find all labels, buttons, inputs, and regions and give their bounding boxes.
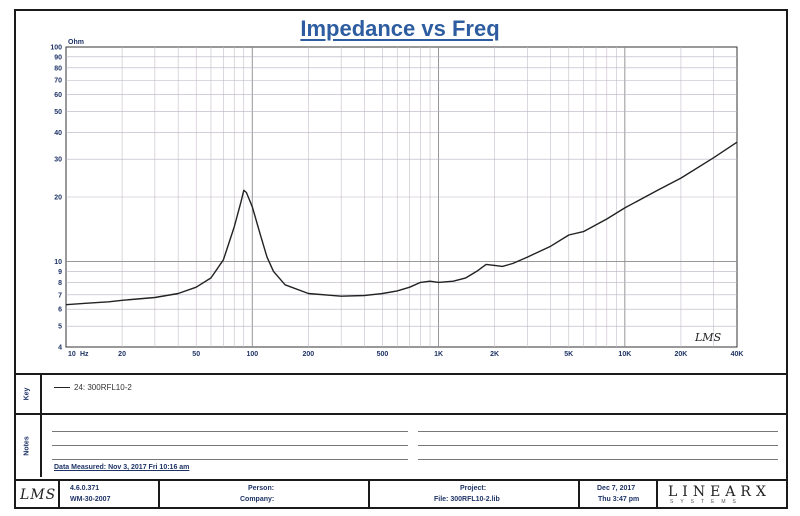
notes-side: Notes [14,415,42,477]
x-tick-label: 50 [192,351,200,358]
y-tick-label: 5 [58,324,62,331]
version-text: 4.6.0.371 [70,485,100,492]
y-tick-label: 9 [58,269,62,276]
x-tick-label: 10K [618,351,631,358]
footer-brand-cell: LINEARX SYSTEMS [658,481,784,509]
x-tick-label: 200 [303,351,315,358]
y-tick-label: 10 [54,259,62,266]
file-label: File: 300RFL10-2.lib [434,496,500,503]
note-line [418,445,778,446]
y-tick-label: 80 [54,65,62,72]
date-text: Dec 7, 2017 [597,485,636,492]
note-line [418,431,778,432]
y-axis-unit: Ohm [68,39,84,46]
y-tick-label: 4 [58,345,62,352]
x-tick-label: 100 [246,351,258,358]
lms-logo: LMS [20,487,57,503]
y-tick-label: 90 [54,54,62,61]
y-tick-label: 40 [54,130,62,137]
footer-logo-cell: LMS [14,481,60,509]
y-tick-label: 50 [54,109,62,116]
footer-project-cell: Project: File: 300RFL10-2.lib [370,481,580,509]
y-tick-label: 20 [54,195,62,202]
note-line [52,431,408,432]
legend-side-label: Key [23,387,31,401]
x-tick-label: 500 [377,351,389,358]
lms-watermark: LMS [694,331,722,344]
company-label: Company: [240,496,275,503]
y-tick-label: 30 [54,157,62,164]
x-tick-label: 2K [490,351,499,358]
note-line [418,459,778,460]
x-tick-label: 20 [118,351,126,358]
x-axis-unit: Hz [80,351,89,358]
time-text: Thu 3:47 pm [598,496,640,503]
legend-entry: 24: 300RFL10-2 [54,383,132,392]
notes-panel: Notes Data Measured: Nov 3, 2017 Fri 10:… [14,413,788,477]
footer-bar: LMS 4.6.0.371 WM-30-2007 Person: Company… [14,479,788,509]
legend-entry-label: 24: 300RFL10-2 [74,383,132,392]
x-tick-label: 20K [675,351,688,358]
x-tick-label: 1K [434,351,443,358]
y-tick-label: 7 [58,292,62,299]
y-tick-label: 100 [50,45,62,52]
note-line [52,459,408,460]
linearx-sub: SYSTEMS [670,499,743,505]
build-text: WM-30-2007 [70,496,111,503]
x-tick-label: 5K [564,351,573,358]
footer-date-cell: Dec 7, 2017 Thu 3:47 pm [580,481,658,509]
y-tick-label: 8 [58,280,62,287]
y-tick-label: 6 [58,307,62,314]
legend-panel: Key 24: 300RFL10-2 [14,373,788,413]
project-label: Project: [460,485,487,492]
linearx-logo: LINEARX [668,484,771,500]
person-label: Person: [248,485,275,492]
y-tick-label: 70 [54,78,62,85]
chart-title: Impedance vs Freq [300,16,500,41]
impedance-chart: 100 90 80 70 60 50 40 30 20 10 9 8 7 6 5 4 10 20 50 100 200 5… [50,39,744,358]
legend-line-swatch [54,387,70,388]
data-measured-text: Data Measured: Nov 3, 2017 Fri 10:16 am [54,464,190,471]
y-tick-label: 60 [54,92,62,99]
notes-side-label: Notes [23,436,31,456]
x-tick-label: 40K [731,351,744,358]
footer-person-cell: Person: Company: [160,481,370,509]
impedance-series-line [65,141,738,306]
legend-side: Key [14,375,42,413]
note-line [52,445,408,446]
x-tick-label: 10 [68,351,76,358]
footer-version-cell: 4.6.0.371 WM-30-2007 [60,481,160,509]
